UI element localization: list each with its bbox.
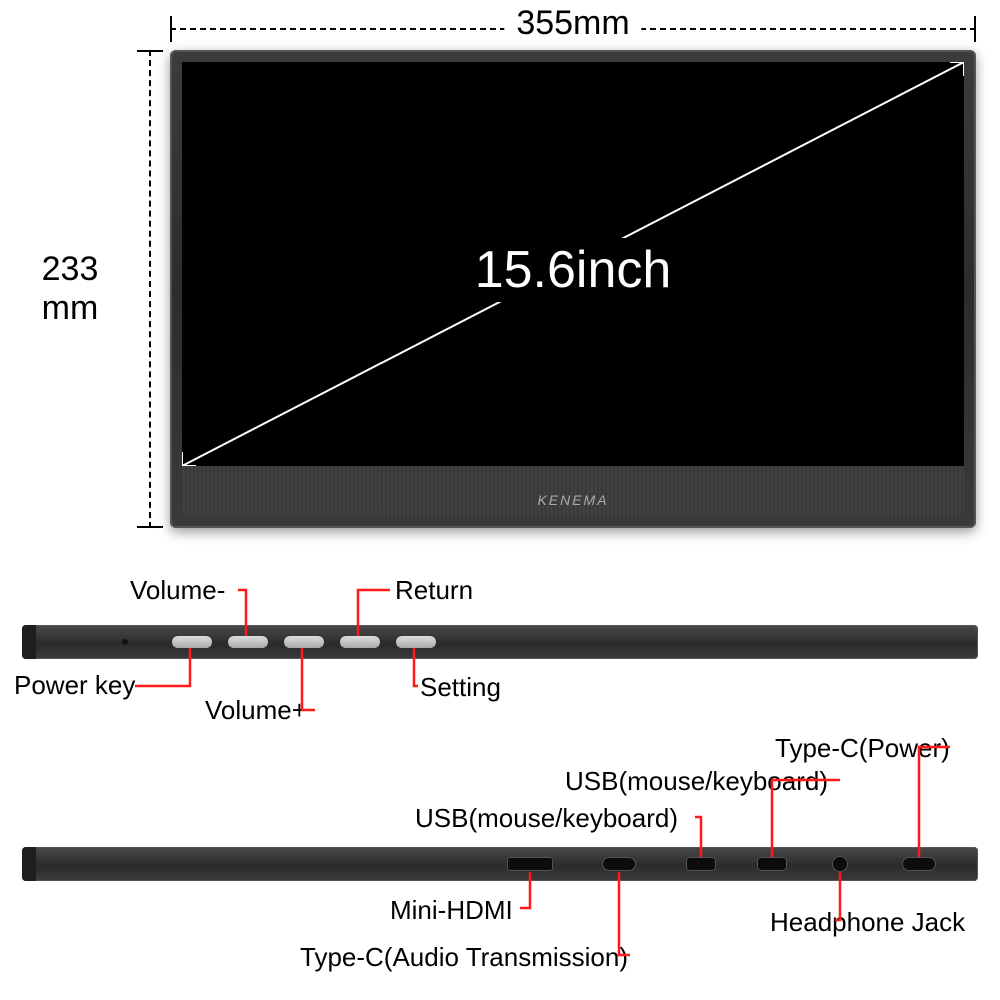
mini-hdmi-label: Mini-HDMI xyxy=(390,895,513,926)
usb-port-1 xyxy=(686,857,716,871)
return-label: Return xyxy=(395,575,473,606)
brand-logo: KENEMA xyxy=(537,492,608,508)
mini-hdmi-port xyxy=(507,857,553,871)
usb-port-2 xyxy=(757,857,787,871)
edge-strip-buttons xyxy=(22,625,978,659)
usb-2-label: USB(mouse/keyboard) xyxy=(565,766,828,797)
return-button xyxy=(340,636,380,648)
volume-up-button xyxy=(284,636,324,648)
volume-up-label: Volume+ xyxy=(205,695,307,726)
setting-label: Setting xyxy=(420,672,501,703)
volume-down-button xyxy=(228,636,268,648)
status-led xyxy=(122,639,128,645)
diagonal-label: 15.6inch xyxy=(465,238,682,302)
power-key-label: Power key xyxy=(14,670,135,701)
headphone-jack-label: Headphone Jack xyxy=(770,907,965,938)
type-c-power-label: Type-C(Power) xyxy=(775,733,950,764)
usb-1-label: USB(mouse/keyboard) xyxy=(415,803,678,834)
setting-button xyxy=(396,636,436,648)
width-dimension: 355mm xyxy=(170,10,976,50)
height-dimension: 233 mm xyxy=(135,50,165,528)
volume-down-label: Volume- xyxy=(130,575,225,606)
width-dimension-label: 355mm xyxy=(504,4,641,43)
monitor-front: 15.6inch KENEMA xyxy=(170,50,976,528)
type-c-audio-port xyxy=(602,857,636,871)
edge-strip-ports xyxy=(22,847,978,881)
monitor-chin xyxy=(182,466,964,516)
power-key-button xyxy=(172,636,212,648)
height-dimension-label: 233 mm xyxy=(15,250,125,328)
type-c-power-port xyxy=(902,857,936,871)
type-c-audio-label: Type-C(Audio Transmission) xyxy=(300,942,628,973)
headphone-jack-port xyxy=(832,856,848,872)
